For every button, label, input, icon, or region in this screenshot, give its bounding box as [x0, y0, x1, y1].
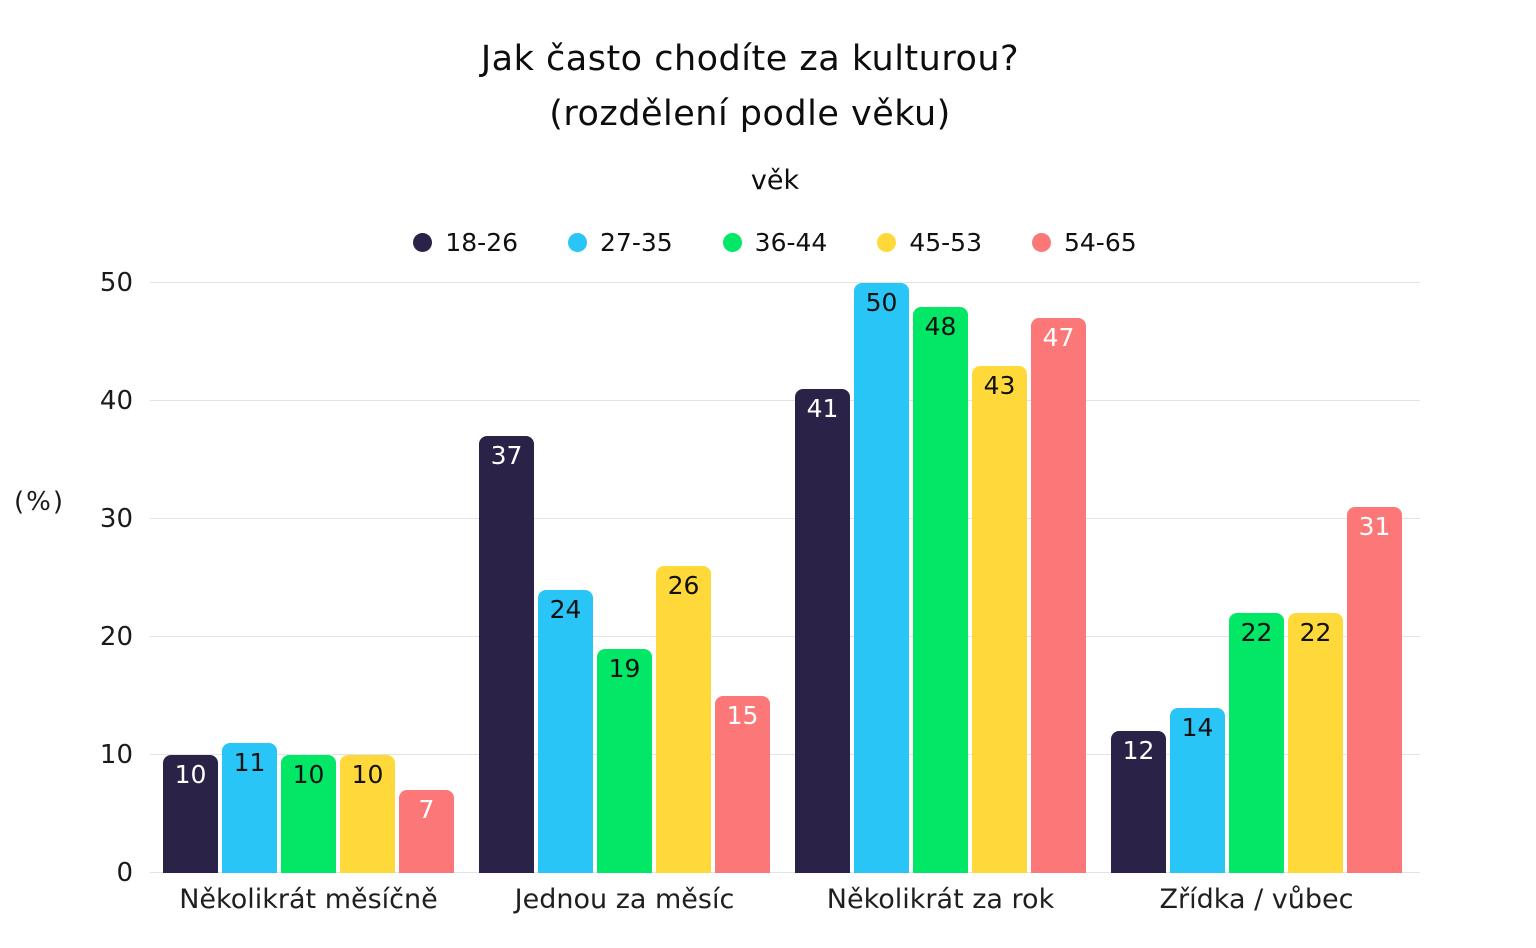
y-tick-label-30: 30 [99, 504, 133, 534]
bar-value-label: 41 [806, 394, 839, 424]
legend: 18-26 27-35 36-44 45-53 54-65 [0, 228, 1536, 257]
legend-dot-icon [722, 233, 742, 252]
bar-18-26-3: 41 [795, 389, 850, 873]
legend-dot-icon [413, 233, 433, 252]
bar-18-26-1: 10 [163, 755, 218, 873]
bar-value-label: 14 [1181, 712, 1214, 742]
y-tick-label-50: 50 [99, 268, 133, 298]
bar-36-44-4: 22 [1229, 613, 1284, 873]
legend-item-label: 36-44 [754, 228, 828, 257]
bar-value-label: 48 [924, 311, 957, 341]
legend-item-label: 27-35 [600, 228, 673, 257]
bar-group-4: 12 14 22 22 31 [1111, 283, 1402, 873]
legend-item-54-65: 54-65 [1031, 228, 1137, 257]
x-axis-category-labels: Několikrát měsíčně Jednou za měsíc Několik… [150, 884, 1420, 924]
x-category-label-2: Jednou za měsíc [514, 884, 735, 915]
gridline-40 [150, 400, 1420, 401]
bar-group-3: 41 50 48 43 47 [795, 283, 1086, 873]
legend-dot-icon [877, 233, 897, 252]
bar-group-2: 37 24 19 26 15 [479, 283, 770, 873]
legend-item-label: 18-26 [445, 228, 519, 257]
bar-27-35-3: 50 [854, 283, 909, 873]
legend-item-label: 54-65 [1063, 228, 1137, 257]
bar-value-label: 31 [1358, 512, 1391, 542]
x-category-label-1: Několikrát měsíčně [179, 884, 438, 915]
chart-title-line1: Jak často chodíte za kulturou? [480, 39, 1020, 79]
x-category-label-4: Zřídka / vůbec [1159, 884, 1354, 915]
bar-value-label: 22 [1240, 618, 1273, 648]
legend-dot-icon [568, 233, 588, 252]
legend-item-45-53: 45-53 [877, 228, 982, 257]
bar-value-label: 24 [549, 594, 582, 624]
plot-area: 10 11 10 10 7 37 24 19 26 15 41 50 48 43 47 12 14 22 22 31 [150, 282, 1420, 873]
y-tick-label-20: 20 [99, 622, 133, 652]
y-axis-tick-labels: 0 10 20 30 40 50 [40, 268, 133, 888]
bar-value-label: 22 [1299, 618, 1332, 648]
y-tick-label-0: 0 [116, 858, 133, 888]
bar-value-label: 43 [983, 370, 1016, 400]
y-tick-label-10: 10 [99, 740, 133, 770]
bar-27-35-4: 14 [1170, 707, 1225, 873]
y-axis-title: (%) [14, 487, 65, 517]
gridline-30 [150, 518, 1420, 519]
legend-dot-icon [1031, 233, 1051, 252]
legend-item-18-26: 18-26 [413, 228, 518, 257]
y-tick-label-40: 40 [99, 386, 133, 416]
bar-18-26-2: 37 [479, 436, 534, 873]
gridline-10 [150, 754, 1420, 755]
bar-value-label: 7 [418, 795, 435, 825]
legend-item-label: 45-53 [909, 228, 982, 257]
x-category-label-3: Několikrát za rok [826, 884, 1055, 915]
bar-group-1: 10 11 10 10 7 [163, 283, 454, 873]
bar-54-65-3: 47 [1031, 318, 1086, 873]
bar-value-label: 10 [174, 760, 207, 789]
bar-54-65-1: 7 [399, 790, 454, 873]
bar-54-65-4: 31 [1347, 507, 1402, 873]
gridline-20 [150, 636, 1420, 637]
chart-title: Jak často chodíte za kulturou? (rozdělen… [0, 32, 1500, 142]
bar-18-26-4: 12 [1111, 731, 1166, 873]
bar-45-53-1: 10 [340, 755, 395, 873]
bar-value-label: 12 [1122, 736, 1155, 766]
bar-45-53-4: 22 [1288, 613, 1343, 873]
bar-value-label: 47 [1042, 323, 1075, 353]
bar-54-65-2: 15 [715, 696, 770, 873]
legend-item-36-44: 36-44 [722, 228, 828, 257]
bar-27-35-2: 24 [538, 589, 593, 873]
bar-45-53-2: 26 [656, 566, 711, 873]
bar-value-label: 10 [351, 760, 384, 789]
bar-27-35-1: 11 [222, 743, 277, 873]
bar-value-label: 15 [726, 701, 759, 730]
gridline-0 [150, 872, 1420, 873]
bar-value-label: 26 [667, 571, 700, 601]
bar-value-label: 37 [490, 441, 523, 471]
bar-value-label: 11 [233, 748, 266, 778]
gridline-50 [150, 282, 1420, 283]
legend-title: věk [750, 165, 800, 196]
bar-36-44-2: 19 [597, 648, 652, 873]
bar-value-label: 10 [292, 760, 325, 789]
bar-value-label: 50 [865, 288, 898, 317]
chart-title-line2: (rozdělení podle věku) [549, 94, 951, 134]
legend-item-27-35: 27-35 [568, 228, 673, 257]
bar-value-label: 19 [608, 653, 641, 683]
bar-45-53-3: 43 [972, 365, 1027, 873]
bar-36-44-3: 48 [913, 306, 968, 873]
bar-36-44-1: 10 [281, 755, 336, 873]
